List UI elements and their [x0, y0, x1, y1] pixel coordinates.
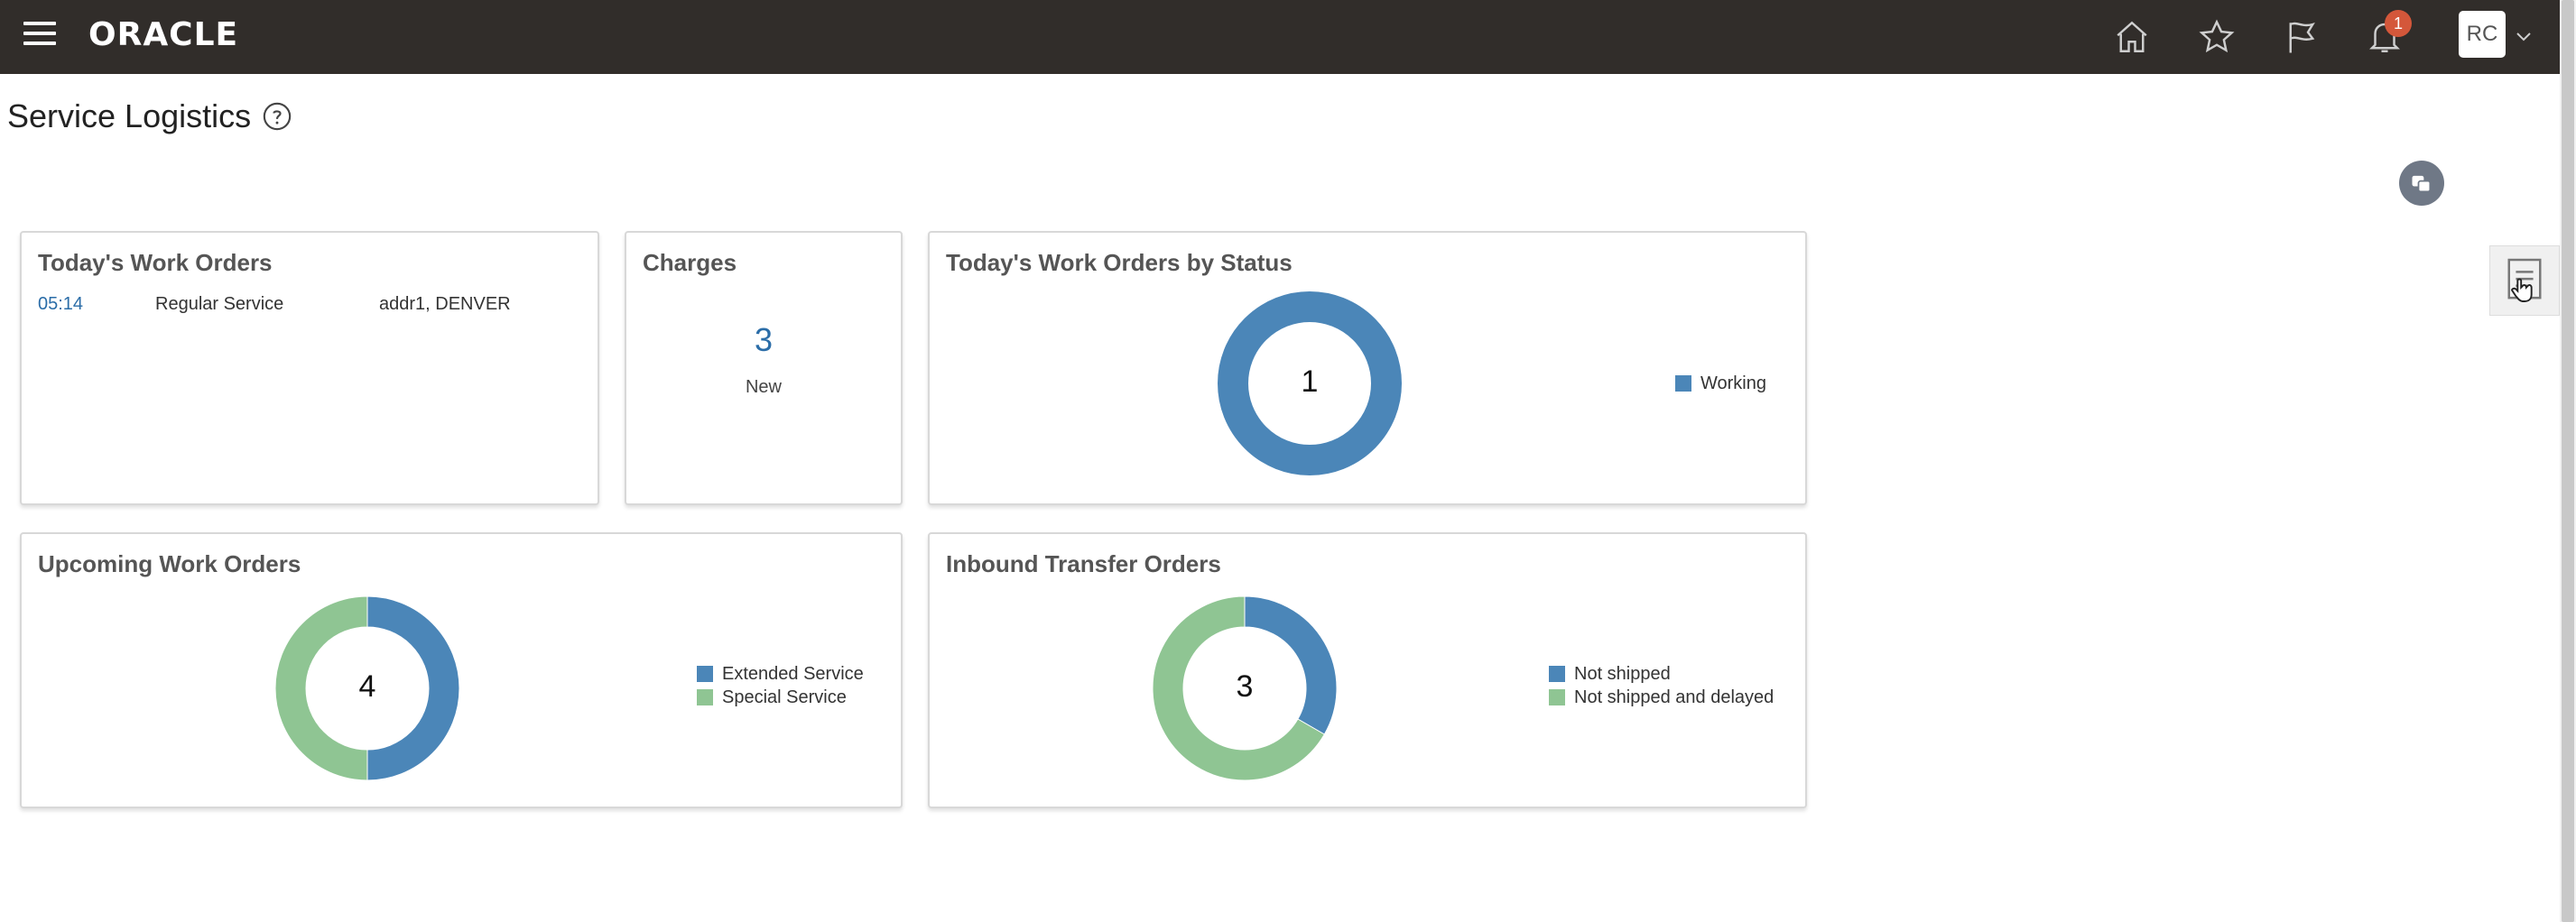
legend-item-extended-service[interactable]: Extended Service: [697, 662, 864, 686]
legend-swatch: [697, 666, 713, 682]
card-title: Charges: [643, 249, 737, 276]
donut-total: 3: [1236, 669, 1254, 704]
donut-total: 4: [358, 669, 376, 704]
work-order-time-link[interactable]: 05:14: [38, 294, 84, 314]
home-icon[interactable]: [2110, 15, 2154, 59]
status-donut-chart[interactable]: [1217, 290, 1403, 476]
donut-slice-special-service[interactable]: [274, 595, 368, 781]
donut-slice-working[interactable]: [1218, 291, 1402, 475]
favorites-star-icon[interactable]: [2195, 15, 2238, 59]
card-title: Today's Work Orders: [38, 249, 273, 276]
personalize-icon[interactable]: [2399, 161, 2444, 206]
chart-legend: Working: [1675, 372, 1766, 395]
chart-legend: Extended Service Special Service: [697, 662, 864, 709]
legend-label: Not shipped: [1574, 663, 1671, 684]
legend-item-working[interactable]: Working: [1675, 372, 1766, 395]
legend-label: Working: [1700, 373, 1766, 393]
notification-badge: 1: [2385, 10, 2412, 37]
donut-total: 1: [1301, 364, 1319, 399]
legend-item-special-service[interactable]: Special Service: [697, 686, 864, 709]
help-icon[interactable]: [262, 101, 292, 132]
chevron-down-icon[interactable]: [2513, 25, 2534, 47]
inbound-transfer-orders-card: Inbound Transfer Orders 3 Not shipped No…: [928, 532, 1807, 808]
vertical-scrollbar-thumb[interactable]: [2562, 0, 2574, 922]
legend-label: Not shipped and delayed: [1574, 687, 1774, 707]
work-orders-by-status-card: Today's Work Orders by Status 1 Working: [928, 231, 1807, 505]
legend-swatch: [1675, 375, 1691, 392]
upcoming-donut-chart[interactable]: [274, 595, 460, 781]
todays-work-orders-card: Today's Work Orders 05:14 Regular Servic…: [20, 231, 599, 505]
legend-item-not-shipped-and-delayed[interactable]: Not shipped and delayed: [1549, 686, 1774, 709]
legend-swatch: [1549, 666, 1565, 682]
charges-count-link[interactable]: 3: [754, 321, 774, 358]
legend-item-not-shipped[interactable]: Not shipped: [1549, 662, 1774, 686]
charges-card: Charges 3 New: [625, 231, 903, 505]
legend-swatch: [697, 689, 713, 705]
legend-label: Extended Service: [722, 663, 864, 684]
card-title: Today's Work Orders by Status: [946, 249, 1293, 276]
card-title: Inbound Transfer Orders: [946, 550, 1221, 577]
top-bar: ORACLE 1 RC: [0, 0, 2560, 74]
notifications-bell-icon[interactable]: 1: [2363, 10, 2412, 59]
upcoming-work-orders-card: Upcoming Work Orders 4 Extended Service …: [20, 532, 903, 808]
tasks-panel-icon[interactable]: [2489, 245, 2560, 316]
inbound-donut-chart[interactable]: [1152, 595, 1338, 781]
donut-slice-not-shipped[interactable]: [1244, 595, 1338, 735]
page-title: Service Logistics: [7, 97, 252, 134]
user-avatar[interactable]: RC: [2459, 11, 2506, 58]
oracle-logo[interactable]: ORACLE: [88, 16, 239, 53]
legend-swatch: [1549, 689, 1565, 705]
work-order-type: Regular Service: [155, 294, 284, 314]
work-order-address: addr1, DENVER: [379, 294, 511, 314]
donut-slice-extended-service[interactable]: [366, 595, 460, 781]
chart-legend: Not shipped Not shipped and delayed: [1549, 662, 1774, 709]
menu-icon[interactable]: [23, 22, 56, 49]
card-title: Upcoming Work Orders: [38, 550, 301, 577]
flag-icon[interactable]: [2280, 15, 2323, 59]
donut-slice-not-shipped-and-delayed[interactable]: [1152, 595, 1326, 781]
legend-label: Special Service: [722, 687, 847, 707]
charges-status-label: New: [745, 377, 782, 397]
